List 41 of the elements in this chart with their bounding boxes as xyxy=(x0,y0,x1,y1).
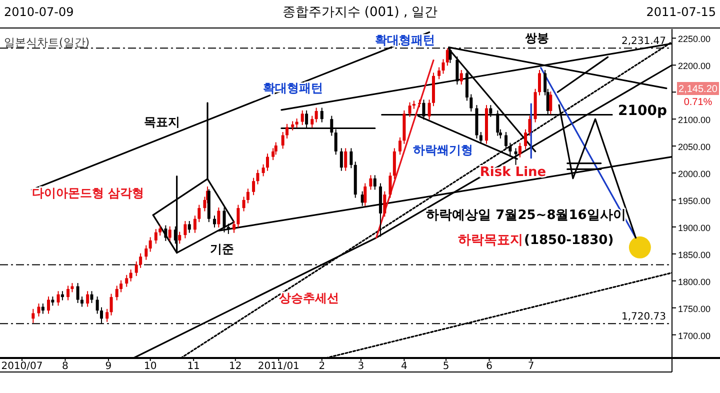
y-tick-label: 2250.00 xyxy=(678,34,711,44)
y-tick-label: 2200.00 xyxy=(678,61,711,72)
annotation: 하락예상일 7월25~8월16일사이 xyxy=(426,208,626,223)
annotation: 다이아몬드형 삼각형 xyxy=(32,186,144,200)
y-tick-label: 1700.00 xyxy=(678,330,711,341)
y-tick-label: 1850.00 xyxy=(678,250,711,260)
x-tick-label: 7 xyxy=(528,361,534,372)
y-tick-label: 1900.00 xyxy=(678,222,711,233)
x-tick-label: 10 xyxy=(144,361,157,372)
annotation: 쌍봉 xyxy=(525,31,549,45)
annotation: 하락쐐기형 xyxy=(413,143,473,157)
annotation: 2100p xyxy=(618,103,667,119)
y-tick-label: 1750.00 xyxy=(678,304,711,314)
y-tick-label: 2050.00 xyxy=(678,142,711,152)
x-tick-label: 3 xyxy=(358,361,364,372)
annotation: 상승추세선 xyxy=(278,291,339,305)
x-tick-label: 11 xyxy=(187,361,200,372)
annotation: (1850-1830) xyxy=(524,233,614,248)
y-tick-label: 1950.00 xyxy=(678,196,711,206)
text: 2010-07-09 xyxy=(4,5,74,19)
x-tick-label: 6 xyxy=(486,361,492,372)
annotation: 목표지 xyxy=(144,115,180,129)
x-tick-label: 2 xyxy=(318,361,326,372)
chart-title: 종합주가지수 (001) , 일간 xyxy=(282,5,438,20)
y-tick-label: 2000.00 xyxy=(678,169,711,180)
x-tick-label: 12 xyxy=(229,361,242,372)
ref-line-label: 1,720.73 xyxy=(621,312,666,323)
y-tick-label: 2100.00 xyxy=(678,115,711,126)
x-tick-label: 9 xyxy=(105,361,112,372)
x-tick-label: 5 xyxy=(442,361,450,372)
x-tick-label: 4 xyxy=(401,361,408,372)
text: 0.71% xyxy=(684,97,712,108)
annotation: 일본식차트(일간) xyxy=(4,36,90,49)
ref-line-label: 2,231.47 xyxy=(621,36,666,48)
annotation: 기준 xyxy=(210,242,234,256)
y-tick-label: 1800.00 xyxy=(678,276,711,287)
x-tick-label: 2010/07 xyxy=(1,361,43,372)
x-tick-label: 8 xyxy=(62,361,68,372)
annotation: 하락목표지 xyxy=(458,233,523,248)
x-tick-label: 2011/01 xyxy=(258,361,300,372)
text: 2011-07-15 xyxy=(646,5,716,19)
